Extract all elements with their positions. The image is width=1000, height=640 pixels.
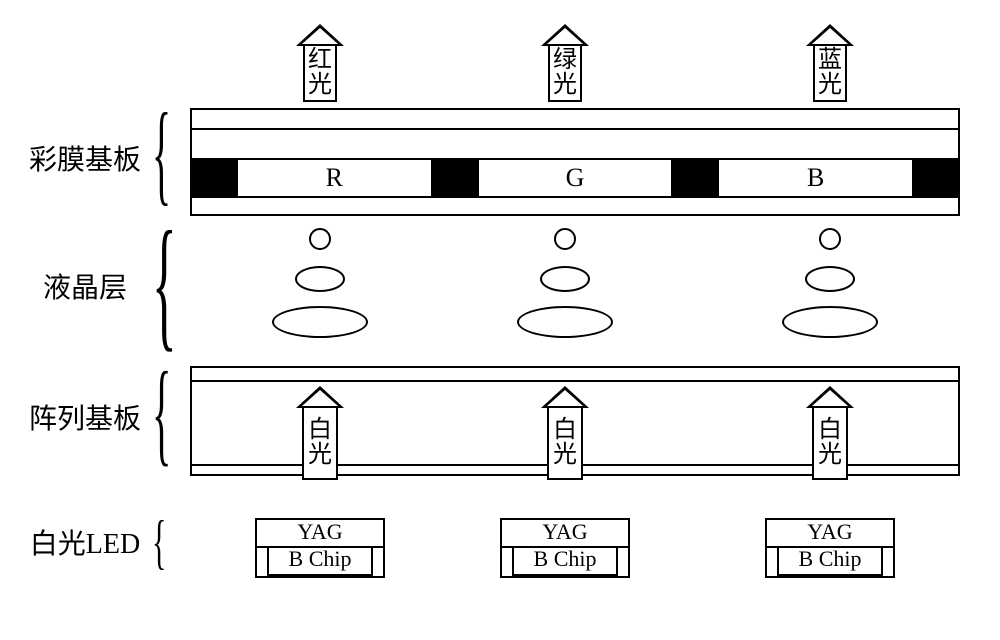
black-matrix [914,160,958,196]
output-arrow: 蓝 光 [806,24,854,102]
output-arrow: 绿 光 [541,24,589,102]
lc-molecule [554,228,576,250]
white-led: YAGB Chip [500,518,630,578]
brace-icon: { [152,355,171,471]
brace-icon: { [152,209,177,356]
black-matrix [433,160,477,196]
lc-molecule [309,228,331,250]
lc-molecule [295,266,345,292]
color-filter-cell: R [236,160,433,196]
output-arrow-label: 绿 光 [548,46,582,102]
white-light-arrow: 白 光 [541,386,589,480]
section-label: 白光LED [20,530,150,559]
section-label: 彩膜基板 [20,146,150,175]
color-filter-cell: B [717,160,914,196]
white-light-arrow: 白 光 [806,386,854,480]
section-label: 阵列基板 [20,405,150,434]
lc-molecule [540,266,590,292]
lc-molecule [272,306,368,338]
cf-bottom-glass [190,198,960,216]
lc-molecule [819,228,841,250]
brace-icon: { [152,97,171,210]
output-arrow: 红 光 [296,24,344,102]
black-matrix [192,160,236,196]
lc-molecule [517,306,613,338]
lc-molecule [805,266,855,292]
cf-spacer [190,130,960,160]
lc-molecule [782,306,878,338]
output-arrow-label: 红 光 [303,46,337,102]
output-arrow-label: 蓝 光 [813,46,847,102]
section-label: 液晶层 [20,274,150,303]
color-filter-row: RGB [190,160,960,198]
cf-top-glass [190,108,960,130]
color-filter-cell: G [477,160,674,196]
black-matrix [673,160,717,196]
white-light-arrow: 白 光 [296,386,344,480]
brace-icon: { [152,512,166,572]
white-led: YAGB Chip [765,518,895,578]
white-led: YAGB Chip [255,518,385,578]
